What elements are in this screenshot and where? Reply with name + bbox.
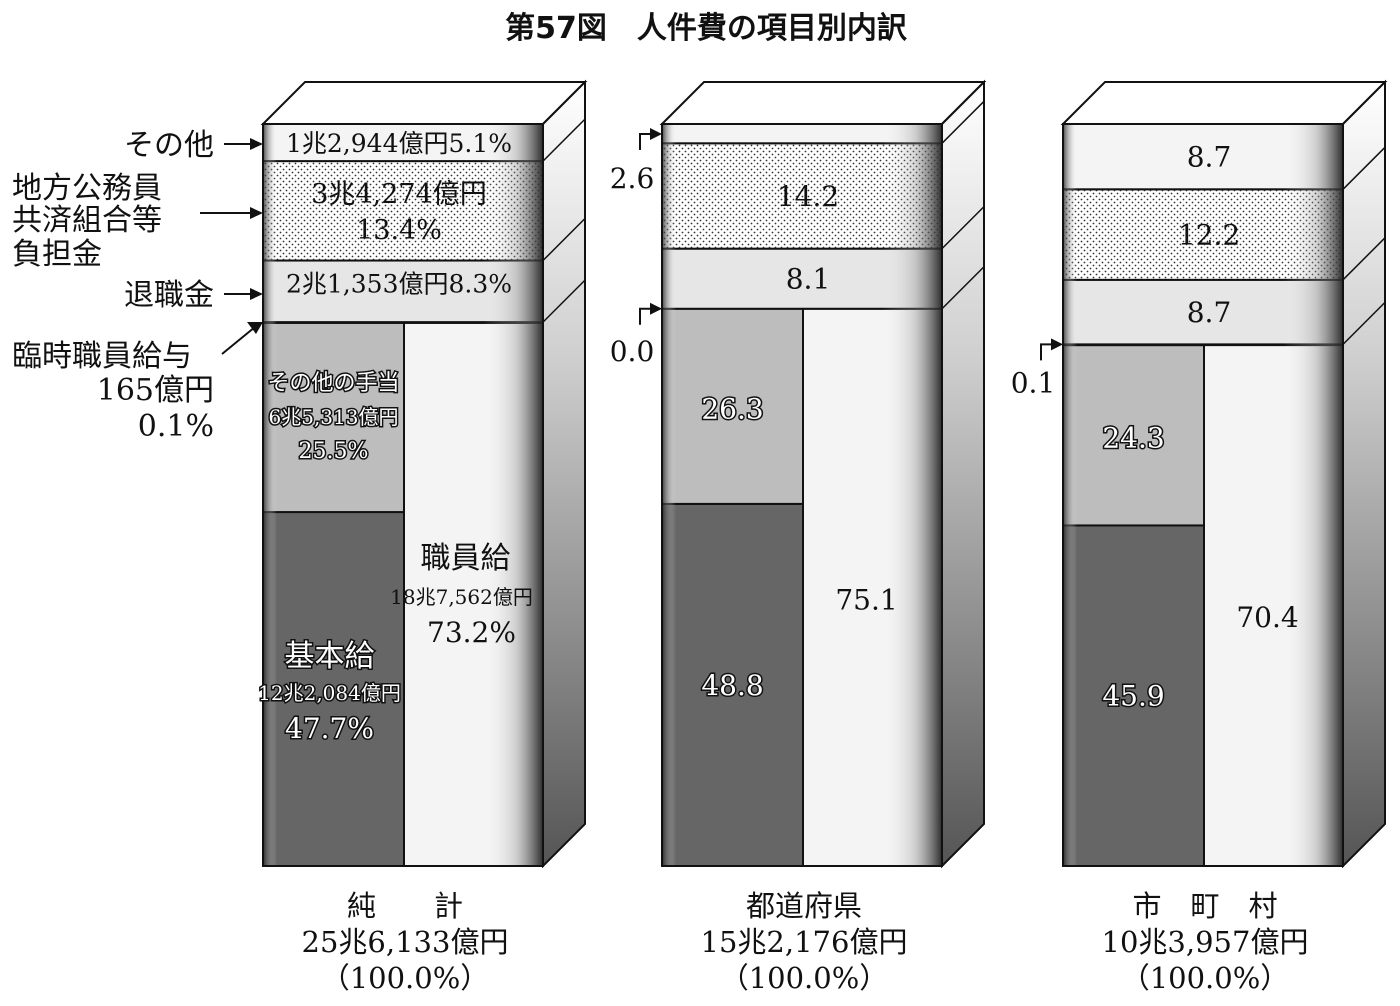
bar-shade-right bbox=[1283, 124, 1343, 866]
label-sonota-teate-pct: 25.5% bbox=[299, 439, 369, 464]
segment-edge-line bbox=[542, 279, 586, 323]
segment-edge-line bbox=[542, 118, 586, 162]
bar-shade-left bbox=[662, 124, 676, 866]
label-shokuinkyu: 職員給 bbox=[421, 541, 511, 576]
bar-shade-right bbox=[882, 124, 942, 866]
label-shokuinkyu: 70.4 bbox=[1236, 601, 1298, 634]
bar-side-face bbox=[542, 79, 586, 869]
segment-kihonkyu bbox=[1062, 524, 1205, 867]
bars-layer bbox=[260, 79, 1388, 869]
legend-rinji-line3: 0.1% bbox=[138, 409, 214, 444]
legend-arrow-line bbox=[221, 326, 256, 355]
label-shokuinkyu-pct: 73.2% bbox=[427, 616, 516, 649]
label-shokuinkyu-amount: 18兆7,562億円 bbox=[390, 585, 533, 609]
bar-shade-left bbox=[1063, 124, 1077, 866]
label-kihonkyu-pct: 47.7% bbox=[285, 712, 374, 745]
label-sonota-teate: その他の手当 bbox=[267, 371, 399, 396]
legend-kyosai-line3: 負担金 bbox=[12, 237, 102, 272]
label-taishoku: 8.1 bbox=[786, 263, 831, 296]
column-percent: （100.0%） bbox=[1121, 961, 1290, 995]
label-sonota: 8.7 bbox=[1187, 141, 1232, 174]
column-total: 10兆3,957億円 bbox=[1102, 925, 1309, 959]
legend-kyosai-line2: 共済組合等 bbox=[12, 203, 162, 238]
column-total: 25兆6,133億円 bbox=[302, 925, 509, 959]
label-kyosai: 12.2 bbox=[1178, 219, 1240, 252]
callout-label: 0.1 bbox=[1011, 366, 1056, 399]
legend-taishoku: 退職金 bbox=[124, 278, 214, 313]
legend-arrowhead bbox=[250, 288, 263, 300]
bar-side-face bbox=[941, 79, 985, 869]
segment-edge-line bbox=[542, 217, 586, 262]
column-percent: （100.0%） bbox=[720, 961, 889, 995]
legend-arrowhead bbox=[247, 322, 263, 334]
callout-arrowhead bbox=[650, 128, 662, 140]
callout-label: 0.0 bbox=[610, 335, 655, 368]
column-name: 純 計 bbox=[347, 889, 463, 923]
bar-side-face bbox=[1342, 79, 1386, 869]
label-kihonkyu: 基本給 bbox=[285, 639, 375, 674]
bar-shade-right bbox=[483, 124, 543, 866]
legend-rinji-line1: 臨時職員給与 bbox=[12, 339, 192, 374]
segment-sonota-teate bbox=[661, 307, 804, 505]
callout-arrowhead bbox=[650, 302, 662, 315]
segment-edge-line bbox=[1342, 146, 1386, 190]
label-sonota-teate-amount: 6兆5,313億円 bbox=[269, 405, 399, 429]
label-shokuinkyu: 75.1 bbox=[835, 583, 897, 616]
column-total: 15兆2,176億円 bbox=[701, 925, 908, 959]
label-kihonkyu: 45.9 bbox=[1102, 680, 1164, 713]
label-taishoku: 8.7 bbox=[1187, 296, 1232, 329]
callout-arrow bbox=[1040, 338, 1063, 361]
legend-kyosai-line1: 地方公務員 bbox=[12, 171, 162, 206]
bar-column bbox=[1060, 79, 1388, 869]
bar-shade-left bbox=[263, 124, 277, 866]
legend-sonota: その他 bbox=[124, 128, 214, 163]
bar-column bbox=[260, 79, 588, 869]
label-kyosai: 14.2 bbox=[777, 180, 839, 213]
bar-top-face bbox=[260, 81, 588, 125]
label-kyosai-pct: 13.4% bbox=[356, 215, 442, 246]
column-percent: （100.0%） bbox=[321, 961, 490, 995]
column-name: 都道府県 bbox=[746, 889, 862, 923]
segment-edge-line bbox=[941, 206, 985, 250]
callout-arrowhead bbox=[1051, 338, 1063, 351]
bar-top-face bbox=[1060, 81, 1388, 125]
chart-title: 第57図 人件費の項目別内訳 bbox=[505, 11, 908, 46]
segment-sonota-teate bbox=[1062, 344, 1205, 527]
callout-arrow bbox=[639, 128, 662, 150]
label-sonota-teate: 26.3 bbox=[701, 392, 763, 425]
bar-top-face bbox=[659, 81, 987, 125]
segment-edge-line bbox=[1342, 301, 1386, 345]
bar-outline bbox=[661, 123, 943, 867]
label-kihonkyu: 48.8 bbox=[701, 669, 763, 702]
bar-outline bbox=[262, 123, 544, 867]
callout-arrow bbox=[639, 302, 662, 325]
label-kyosai-amount: 3兆4,274億円 bbox=[311, 179, 486, 210]
labels-layer: 純 計25兆6,133億円（100.0%）1兆2,944億円5.1%3兆4,27… bbox=[257, 128, 1309, 995]
callout-label: 2.6 bbox=[610, 162, 655, 195]
segment-kihonkyu bbox=[262, 511, 405, 867]
legend-arrowhead bbox=[250, 207, 263, 219]
bar-column bbox=[659, 79, 987, 869]
segment-edge-line bbox=[941, 266, 985, 310]
segment-edge-line bbox=[941, 100, 985, 144]
label-taishoku: 2兆1,353億円8.3% bbox=[286, 270, 512, 299]
column-name: 市 町 村 bbox=[1132, 889, 1277, 923]
legend-arrowhead bbox=[250, 138, 263, 150]
segment-edge-line bbox=[1342, 237, 1386, 281]
label-kihonkyu-amount: 12兆2,084億円 bbox=[258, 681, 401, 705]
bar-outline bbox=[1062, 123, 1344, 867]
legend-rinji-line2: 165億円 bbox=[97, 373, 214, 408]
label-sonota: 1兆2,944億円5.1% bbox=[286, 129, 512, 158]
label-sonota-teate: 24.3 bbox=[1102, 421, 1164, 454]
